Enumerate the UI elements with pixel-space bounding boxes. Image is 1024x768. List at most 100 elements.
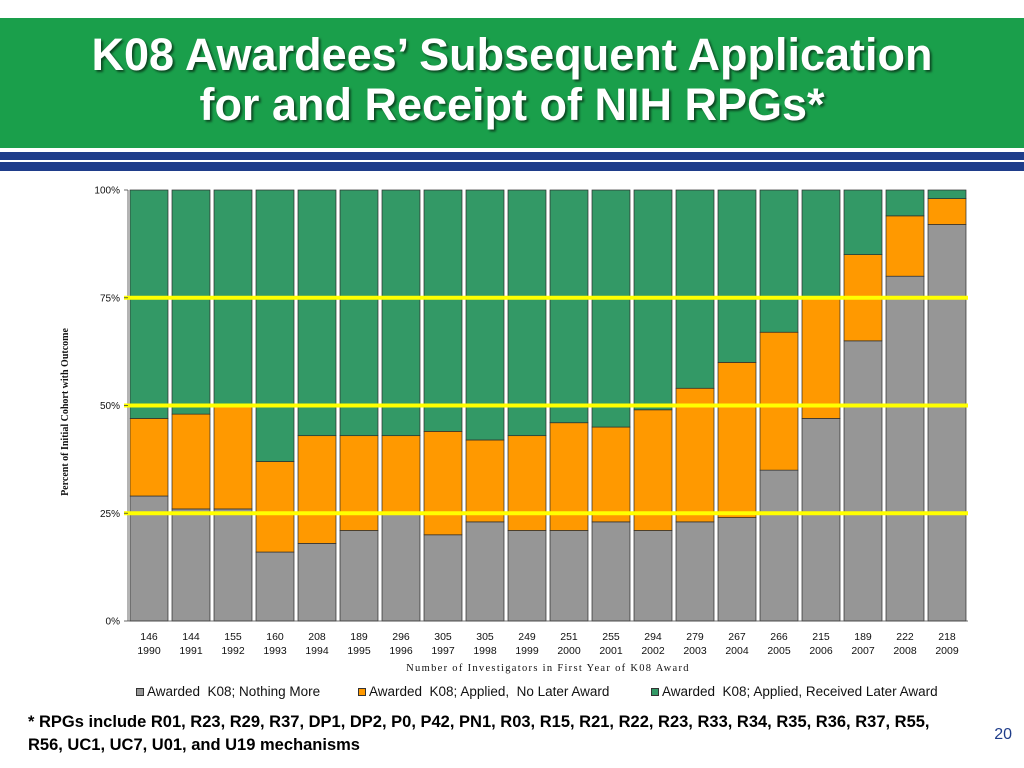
bar-2001 — [591, 189, 631, 622]
x-tick-year: 1999 — [515, 645, 539, 657]
x-tick-count: 189 — [854, 631, 872, 643]
divider-stripe — [0, 152, 1024, 171]
x-tick-count: 218 — [938, 631, 956, 643]
x-tick-count: 249 — [518, 631, 536, 643]
x-tick-count: 296 — [392, 631, 410, 643]
x-tick-count: 189 — [350, 631, 368, 643]
bar-segment-awarded-k08-applied-no-later-award-1994 — [297, 435, 337, 544]
bar-segment-awarded-k08-applied-no-later-award-2001 — [591, 426, 631, 523]
bar-1996 — [381, 189, 421, 622]
bar-segment-awarded-k08-applied-received-later-award-1999 — [507, 189, 547, 437]
x-tick-year: 2001 — [599, 645, 623, 657]
bar-segment-awarded-k08-nothing-more-2007 — [843, 340, 883, 622]
bar-segment-awarded-k08-nothing-more-2003 — [675, 521, 715, 622]
x-tick-count: 208 — [308, 631, 326, 643]
bar-segment-awarded-k08-applied-received-later-award-2006 — [801, 189, 841, 299]
legend-swatch-received-later-award — [651, 687, 659, 696]
bar-segment-awarded-k08-nothing-more-2008 — [885, 275, 925, 622]
bar-segment-awarded-k08-nothing-more-2009 — [927, 224, 967, 622]
y-tick-label: 75% — [100, 293, 120, 304]
bar-segment-awarded-k08-applied-no-later-award-1991 — [171, 413, 211, 510]
x-tick-year: 2005 — [767, 645, 791, 657]
stacked-bar-chart: 0% 25% 50% 75% 100% 146 1990 144 1991 155 1992 160… — [60, 186, 968, 674]
bar-segment-awarded-k08-nothing-more-1994 — [297, 543, 337, 622]
x-tick-year: 2007 — [851, 645, 875, 657]
x-tick-count: 215 — [812, 631, 830, 643]
y-tick-label: 100% — [94, 186, 120, 197]
bar-segment-awarded-k08-applied-received-later-award-2008 — [885, 189, 925, 217]
x-axis-label: Number of Investigators in First Year of… — [406, 663, 690, 674]
bar-2003 — [675, 189, 715, 622]
bar-segment-awarded-k08-applied-no-later-award-1992 — [213, 405, 253, 510]
legend-label-nothing-more: Awarded K08; Nothing More — [147, 684, 321, 699]
bar-segment-awarded-k08-applied-no-later-award-1993 — [255, 461, 295, 553]
divider-stripe-line — [0, 160, 1024, 162]
bar-segment-awarded-k08-applied-received-later-award-2009 — [927, 189, 967, 199]
bar-segment-awarded-k08-applied-no-later-award-1998 — [465, 439, 505, 523]
bar-2006 — [801, 189, 841, 622]
y-tick-label: 50% — [100, 401, 120, 412]
bar-segment-awarded-k08-applied-no-later-award-2009 — [927, 198, 967, 225]
bar-segment-awarded-k08-nothing-more-1998 — [465, 521, 505, 622]
slide-title-line-2: for and Receipt of NIH RPGs* — [199, 79, 825, 130]
bar-1997 — [423, 189, 463, 622]
footnote: * RPGs include R01, R23, R29, R37, DP1, … — [28, 711, 930, 757]
bar-1994 — [297, 189, 337, 622]
x-tick-year: 1991 — [179, 645, 203, 657]
bar-segment-awarded-k08-applied-no-later-award-2006 — [801, 297, 841, 419]
bar-segment-awarded-k08-nothing-more-1993 — [255, 551, 295, 622]
bar-segment-awarded-k08-applied-no-later-award-2008 — [885, 215, 925, 277]
bar-segment-awarded-k08-applied-received-later-award-2003 — [675, 189, 715, 389]
footnote-line-2: R56, UC1, UC7, U01, and U19 mechanisms — [28, 736, 360, 754]
bar-segment-awarded-k08-nothing-more-2001 — [591, 521, 631, 622]
legend-item-no-later-award: Awarded K08; Applied, No Later Award — [358, 683, 609, 700]
x-axis-ticks: 146 1990 144 1991 155 1992 160 1993 208 1994 189 19… — [137, 631, 959, 657]
x-tick-year: 2006 — [809, 645, 833, 657]
bar-segment-awarded-k08-nothing-more-2005 — [759, 469, 799, 622]
reference-lines — [124, 295, 968, 516]
y-tick-label: 0% — [106, 617, 121, 628]
bar-segment-awarded-k08-applied-no-later-award-1999 — [507, 435, 547, 531]
bar-segment-awarded-k08-nothing-more-2006 — [801, 418, 841, 622]
bar-segment-awarded-k08-applied-received-later-award-2001 — [591, 189, 631, 428]
x-tick-count: 266 — [770, 631, 788, 643]
x-tick-year: 2008 — [893, 645, 917, 657]
x-tick-year: 1992 — [221, 645, 245, 657]
x-tick-year: 2009 — [935, 645, 959, 657]
bar-segment-awarded-k08-applied-no-later-award-1996 — [381, 435, 421, 514]
x-tick-count: 279 — [686, 631, 704, 643]
x-tick-count: 305 — [434, 631, 452, 643]
x-tick-year: 1998 — [473, 645, 497, 657]
legend-label-no-later-award: Awarded K08; Applied, No Later Award — [369, 684, 610, 699]
x-tick-year: 2004 — [725, 645, 749, 657]
slide-title: K08 Awardees’ Subsequent Application for… — [0, 30, 1024, 130]
bar-1998 — [465, 189, 505, 622]
x-tick-count: 146 — [140, 631, 158, 643]
x-tick-year: 1996 — [389, 645, 413, 657]
bar-segment-awarded-k08-nothing-more-1992 — [213, 508, 253, 622]
bar-segment-awarded-k08-nothing-more-1997 — [423, 534, 463, 622]
bar-1990 — [129, 189, 169, 622]
x-tick-count: 155 — [224, 631, 242, 643]
bar-segment-awarded-k08-nothing-more-1990 — [129, 495, 169, 622]
bar-segment-awarded-k08-applied-no-later-award-2004 — [717, 362, 757, 518]
x-tick-year: 2003 — [683, 645, 707, 657]
x-tick-count: 144 — [182, 631, 200, 643]
x-tick-year: 1995 — [347, 645, 371, 657]
x-tick-count: 251 — [560, 631, 578, 643]
title-band: K08 Awardees’ Subsequent Application for… — [0, 18, 1024, 148]
y-axis-ticks: 0% 25% 50% 75% 100% — [94, 186, 128, 628]
y-axis-label: Percent of Initial Cohort with Outcome — [60, 328, 71, 496]
slide-title-line-1: K08 Awardees’ Subsequent Application — [91, 29, 933, 80]
bar-segment-awarded-k08-applied-received-later-award-1998 — [465, 189, 505, 441]
bar-segment-awarded-k08-applied-no-later-award-1990 — [129, 418, 169, 497]
bar-segment-awarded-k08-applied-received-later-award-1996 — [381, 189, 421, 437]
legend-swatch-nothing-more — [136, 687, 144, 696]
bar-1993 — [255, 189, 295, 622]
x-tick-year: 2002 — [641, 645, 665, 657]
bar-segment-awarded-k08-applied-received-later-award-1997 — [423, 189, 463, 432]
bar-2002 — [633, 189, 673, 622]
bar-segment-awarded-k08-nothing-more-2004 — [717, 517, 757, 622]
bar-segment-awarded-k08-applied-no-later-award-1995 — [339, 435, 379, 531]
legend-label-received-later-award: Awarded K08; Applied, Received Later Awa… — [662, 684, 938, 699]
